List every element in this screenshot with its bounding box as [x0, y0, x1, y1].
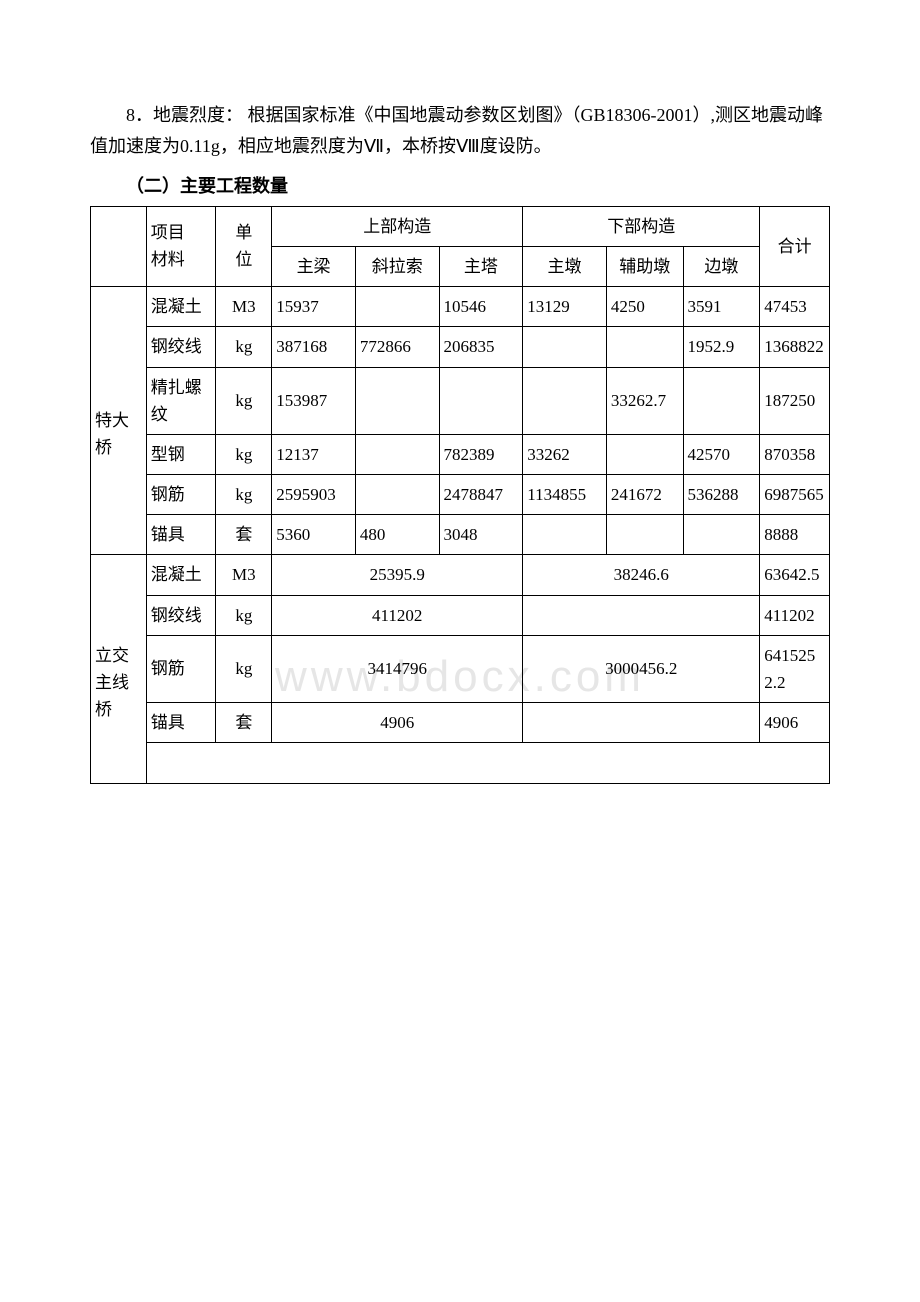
item: 型钢 — [146, 434, 216, 474]
section-label-0: 特大桥 — [91, 287, 147, 555]
item: 混凝土 — [146, 555, 216, 595]
cable: 772866 — [355, 327, 439, 367]
item: 钢筋 — [146, 475, 216, 515]
spier: 3591 — [683, 287, 760, 327]
total: 870358 — [760, 434, 830, 474]
mpier: 1134855 — [523, 475, 607, 515]
unit: kg — [216, 434, 272, 474]
total: 63642.5 — [760, 555, 830, 595]
item: 钢筋 — [146, 635, 216, 702]
unit: kg — [216, 367, 272, 434]
h-beam: 主梁 — [272, 246, 356, 286]
h-blank — [91, 206, 147, 286]
lower: 3000456.2 — [523, 635, 760, 702]
total: 4906 — [760, 703, 830, 743]
unit: kg — [216, 327, 272, 367]
total: 6987565 — [760, 475, 830, 515]
h-item: 项目 材料 — [146, 206, 216, 286]
cable — [355, 475, 439, 515]
upper: 411202 — [272, 595, 523, 635]
upper: 4906 — [272, 703, 523, 743]
beam: 15937 — [272, 287, 356, 327]
beam: 153987 — [272, 367, 356, 434]
h-spier: 边墩 — [683, 246, 760, 286]
tower: 206835 — [439, 327, 523, 367]
item: 锚具 — [146, 703, 216, 743]
lower — [523, 703, 760, 743]
unit: 套 — [216, 703, 272, 743]
upper: 25395.9 — [272, 555, 523, 595]
h-tower: 主塔 — [439, 246, 523, 286]
unit: kg — [216, 635, 272, 702]
item: 钢绞线 — [146, 327, 216, 367]
total: 411202 — [760, 595, 830, 635]
tower: 782389 — [439, 434, 523, 474]
apier — [606, 434, 683, 474]
mpier: 33262 — [523, 434, 607, 474]
h-upper: 上部构造 — [272, 206, 523, 246]
mpier — [523, 367, 607, 434]
upper: 3414796 — [272, 635, 523, 702]
tower: 3048 — [439, 515, 523, 555]
total: 47453 — [760, 287, 830, 327]
apier — [606, 515, 683, 555]
cable — [355, 367, 439, 434]
cable: 480 — [355, 515, 439, 555]
total: 187250 — [760, 367, 830, 434]
h-total: 合计 — [760, 206, 830, 286]
h-unit: 单位 — [216, 206, 272, 286]
cable — [355, 287, 439, 327]
lower — [523, 595, 760, 635]
apier: 33262.7 — [606, 367, 683, 434]
h-cable: 斜拉索 — [355, 246, 439, 286]
spier — [683, 515, 760, 555]
cable — [355, 434, 439, 474]
mpier: 13129 — [523, 287, 607, 327]
spier: 1952.9 — [683, 327, 760, 367]
tower: 10546 — [439, 287, 523, 327]
item: 锚具 — [146, 515, 216, 555]
apier — [606, 327, 683, 367]
unit: M3 — [216, 287, 272, 327]
mpier — [523, 327, 607, 367]
h-apier: 辅助墩 — [606, 246, 683, 286]
total: 8888 — [760, 515, 830, 555]
beam: 2595903 — [272, 475, 356, 515]
h-mpier: 主墩 — [523, 246, 607, 286]
apier: 241672 — [606, 475, 683, 515]
unit: kg — [216, 475, 272, 515]
section-label-1: 立交主线桥 — [91, 555, 147, 783]
beam: 387168 — [272, 327, 356, 367]
h-lower: 下部构造 — [523, 206, 760, 246]
lower: 38246.6 — [523, 555, 760, 595]
item: 精扎螺纹 — [146, 367, 216, 434]
mpier — [523, 515, 607, 555]
spier: 42570 — [683, 434, 760, 474]
unit: 套 — [216, 515, 272, 555]
spier — [683, 367, 760, 434]
unit: kg — [216, 595, 272, 635]
tower — [439, 367, 523, 434]
unit: M3 — [216, 555, 272, 595]
intro-paragraph: 8．地震烈度： 根据国家标准《中国地震动参数区划图》（GB18306-2001）… — [90, 100, 830, 161]
quantities-table: 项目 材料单位上部构造下部构造合计主梁斜拉索主塔主墩辅助墩边墩 特大桥混凝土M3… — [90, 206, 830, 784]
total: 6415252.2 — [760, 635, 830, 702]
spier: 536288 — [683, 475, 760, 515]
item: 混凝土 — [146, 287, 216, 327]
beam: 5360 — [272, 515, 356, 555]
section-heading: （二）主要工程数量 — [90, 171, 830, 202]
empty-row — [146, 743, 829, 783]
beam: 12137 — [272, 434, 356, 474]
item: 钢绞线 — [146, 595, 216, 635]
total: 1368822 — [760, 327, 830, 367]
apier: 4250 — [606, 287, 683, 327]
tower: 2478847 — [439, 475, 523, 515]
